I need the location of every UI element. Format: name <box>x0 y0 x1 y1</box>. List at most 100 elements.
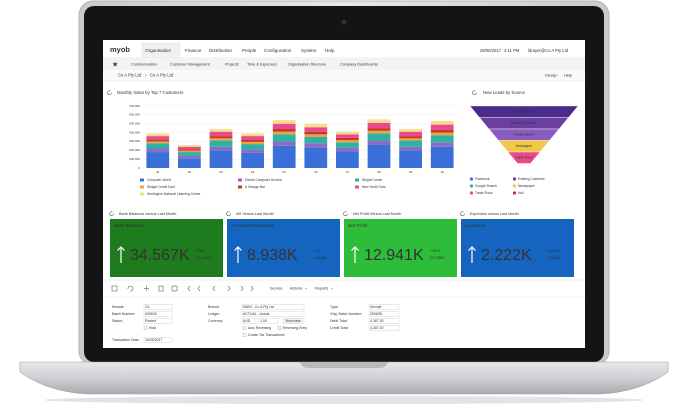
star-icon[interactable]: ★ <box>112 60 118 68</box>
sub-nav-item[interactable]: Customer Management <box>170 63 211 67</box>
legend-swatch <box>355 185 359 189</box>
kpi-value: 2.222K <box>481 247 532 264</box>
add-icon[interactable] <box>144 286 149 291</box>
copy-icon[interactable] <box>171 285 178 292</box>
funnel-stage <box>507 151 541 164</box>
menu-item[interactable]: Configuration <box>264 48 292 53</box>
breadcrumb-action[interactable]: Help <box>564 73 573 78</box>
prev-icon[interactable] <box>212 285 216 292</box>
kpi-tile[interactable] <box>110 219 223 277</box>
toolbar-icons <box>111 285 254 292</box>
kpi-arrow <box>117 246 125 263</box>
checkbox[interactable] <box>242 326 247 330</box>
kpi-change: +26% <box>430 248 441 253</box>
menu-item[interactable]: Help <box>325 48 335 53</box>
checkbox[interactable] <box>242 333 247 337</box>
x-tick-label: 09 <box>409 170 413 174</box>
bar-segment <box>336 134 359 138</box>
sub-nav-item[interactable]: Company Dashboards <box>340 63 378 67</box>
save-icon[interactable] <box>111 285 118 292</box>
menu-item[interactable]: Finance <box>185 48 202 53</box>
checkbox-label: Hold <box>149 326 156 330</box>
bar-segment <box>241 144 264 150</box>
bar-segment <box>430 135 454 143</box>
sub-nav-item[interactable]: Communication <box>131 63 157 67</box>
checkbox[interactable] <box>277 326 282 330</box>
bar-segment <box>146 148 170 153</box>
input-field[interactable] <box>257 318 279 324</box>
kpi-value: 12.941K <box>364 247 424 264</box>
field-value: 000638 <box>370 312 382 316</box>
breadcrumb-item: Co A Pty Ltd <box>118 73 142 78</box>
bar-segment <box>241 152 264 168</box>
input-field[interactable] <box>368 318 400 324</box>
legend-swatch <box>238 185 242 189</box>
toolbar-item: Service <box>270 287 283 291</box>
input-field[interactable] <box>143 311 173 317</box>
toolbar-item[interactable]: Actions <box>290 287 303 291</box>
bar-segment <box>146 139 170 142</box>
field-label: Ledger: <box>208 312 220 316</box>
refresh-icon[interactable] <box>226 211 231 216</box>
input-field[interactable] <box>368 311 400 317</box>
legend-label: A Garage Bar <box>245 185 266 189</box>
kpi-previous: 32.219M <box>196 255 212 260</box>
bar-segment <box>430 132 454 136</box>
toolbar-item[interactable]: Reports <box>315 287 328 291</box>
refresh-icon[interactable] <box>109 211 114 216</box>
kpi-arrow <box>351 246 359 263</box>
field-label: Batch Number: <box>112 312 135 316</box>
top-nav <box>103 40 585 58</box>
button[interactable] <box>282 318 304 324</box>
legend-dot <box>469 184 474 188</box>
field-value: Posted <box>145 319 156 323</box>
x-tick-label: 10 <box>441 170 445 174</box>
input-field[interactable] <box>368 304 400 310</box>
field-label: Debit Total: <box>330 319 347 323</box>
sub-nav-item[interactable]: Projects <box>225 63 239 67</box>
button-label: View base <box>285 319 300 323</box>
input-field[interactable] <box>241 318 257 324</box>
menu-item[interactable]: People <box>242 48 257 53</box>
input-field[interactable] <box>143 304 173 310</box>
input-field[interactable] <box>241 311 305 317</box>
bar-segment <box>304 137 328 144</box>
kpi-tile[interactable] <box>227 219 340 277</box>
input-field[interactable] <box>143 337 173 343</box>
bar-segment <box>209 150 233 168</box>
menu-item[interactable]: System <box>301 48 316 53</box>
kpi-header: Bank Balances versus Last Month <box>119 212 176 216</box>
x-tick-label: 08 <box>377 170 381 174</box>
kpi-tile[interactable] <box>344 219 457 277</box>
input-field[interactable] <box>368 325 400 331</box>
kpi-tile[interactable] <box>461 219 574 277</box>
bar-segment <box>399 129 422 132</box>
user: ldrayer@Co A Pty Ltd <box>528 48 569 53</box>
bar-segment <box>241 141 264 145</box>
sub-nav-item[interactable]: Time & Expenses <box>247 63 277 67</box>
bar-segment <box>146 141 170 144</box>
next-icon[interactable] <box>227 285 231 292</box>
breadcrumb-item[interactable]: Co A Pty Ltd <box>150 73 174 78</box>
delete-icon[interactable] <box>158 285 164 292</box>
refresh-icon[interactable] <box>472 90 477 95</box>
refresh-icon[interactable] <box>460 211 465 216</box>
input-field[interactable] <box>143 318 173 324</box>
first-icon[interactable] <box>187 285 201 292</box>
refresh-icon[interactable] <box>343 211 348 216</box>
breadcrumb-action[interactable]: Design <box>545 73 557 78</box>
sub-nav-item[interactable]: Organisation Structure <box>288 63 326 67</box>
menu-item[interactable]: Distribution <box>209 48 232 53</box>
funnel-label: Newspaper <box>516 144 533 148</box>
field-label: Currency: <box>208 319 223 323</box>
undo-icon[interactable] <box>127 285 134 292</box>
laptop-base <box>19 361 669 395</box>
menu-item[interactable]: Organisation <box>145 48 171 53</box>
refresh-icon[interactable] <box>107 90 112 95</box>
input-field[interactable] <box>241 304 305 310</box>
checkbox[interactable] <box>143 326 148 330</box>
bar-segment <box>146 133 170 137</box>
bar-segment <box>430 121 454 125</box>
last-icon[interactable] <box>240 285 254 292</box>
